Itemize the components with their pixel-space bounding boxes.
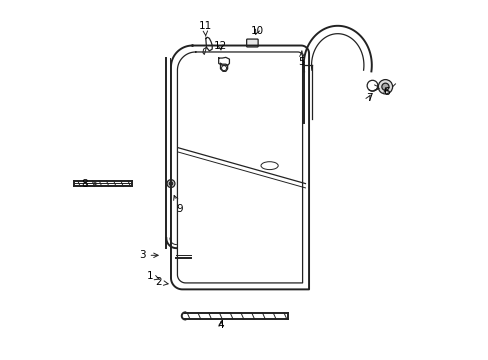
Text: 7: 7 (365, 93, 371, 103)
Text: 8: 8 (81, 179, 97, 189)
Text: 5: 5 (298, 51, 305, 67)
Text: 4: 4 (218, 320, 224, 330)
FancyBboxPatch shape (246, 39, 258, 47)
Text: 10: 10 (250, 26, 263, 36)
Text: 6: 6 (382, 87, 388, 97)
Circle shape (378, 80, 392, 94)
Text: 12: 12 (213, 41, 226, 50)
Text: 3: 3 (139, 250, 158, 260)
Text: 9: 9 (173, 195, 182, 214)
Text: 1: 1 (147, 271, 159, 281)
Circle shape (381, 83, 388, 90)
Text: 11: 11 (198, 21, 211, 36)
Circle shape (167, 180, 175, 188)
Text: 2: 2 (155, 277, 168, 287)
Circle shape (169, 182, 172, 185)
